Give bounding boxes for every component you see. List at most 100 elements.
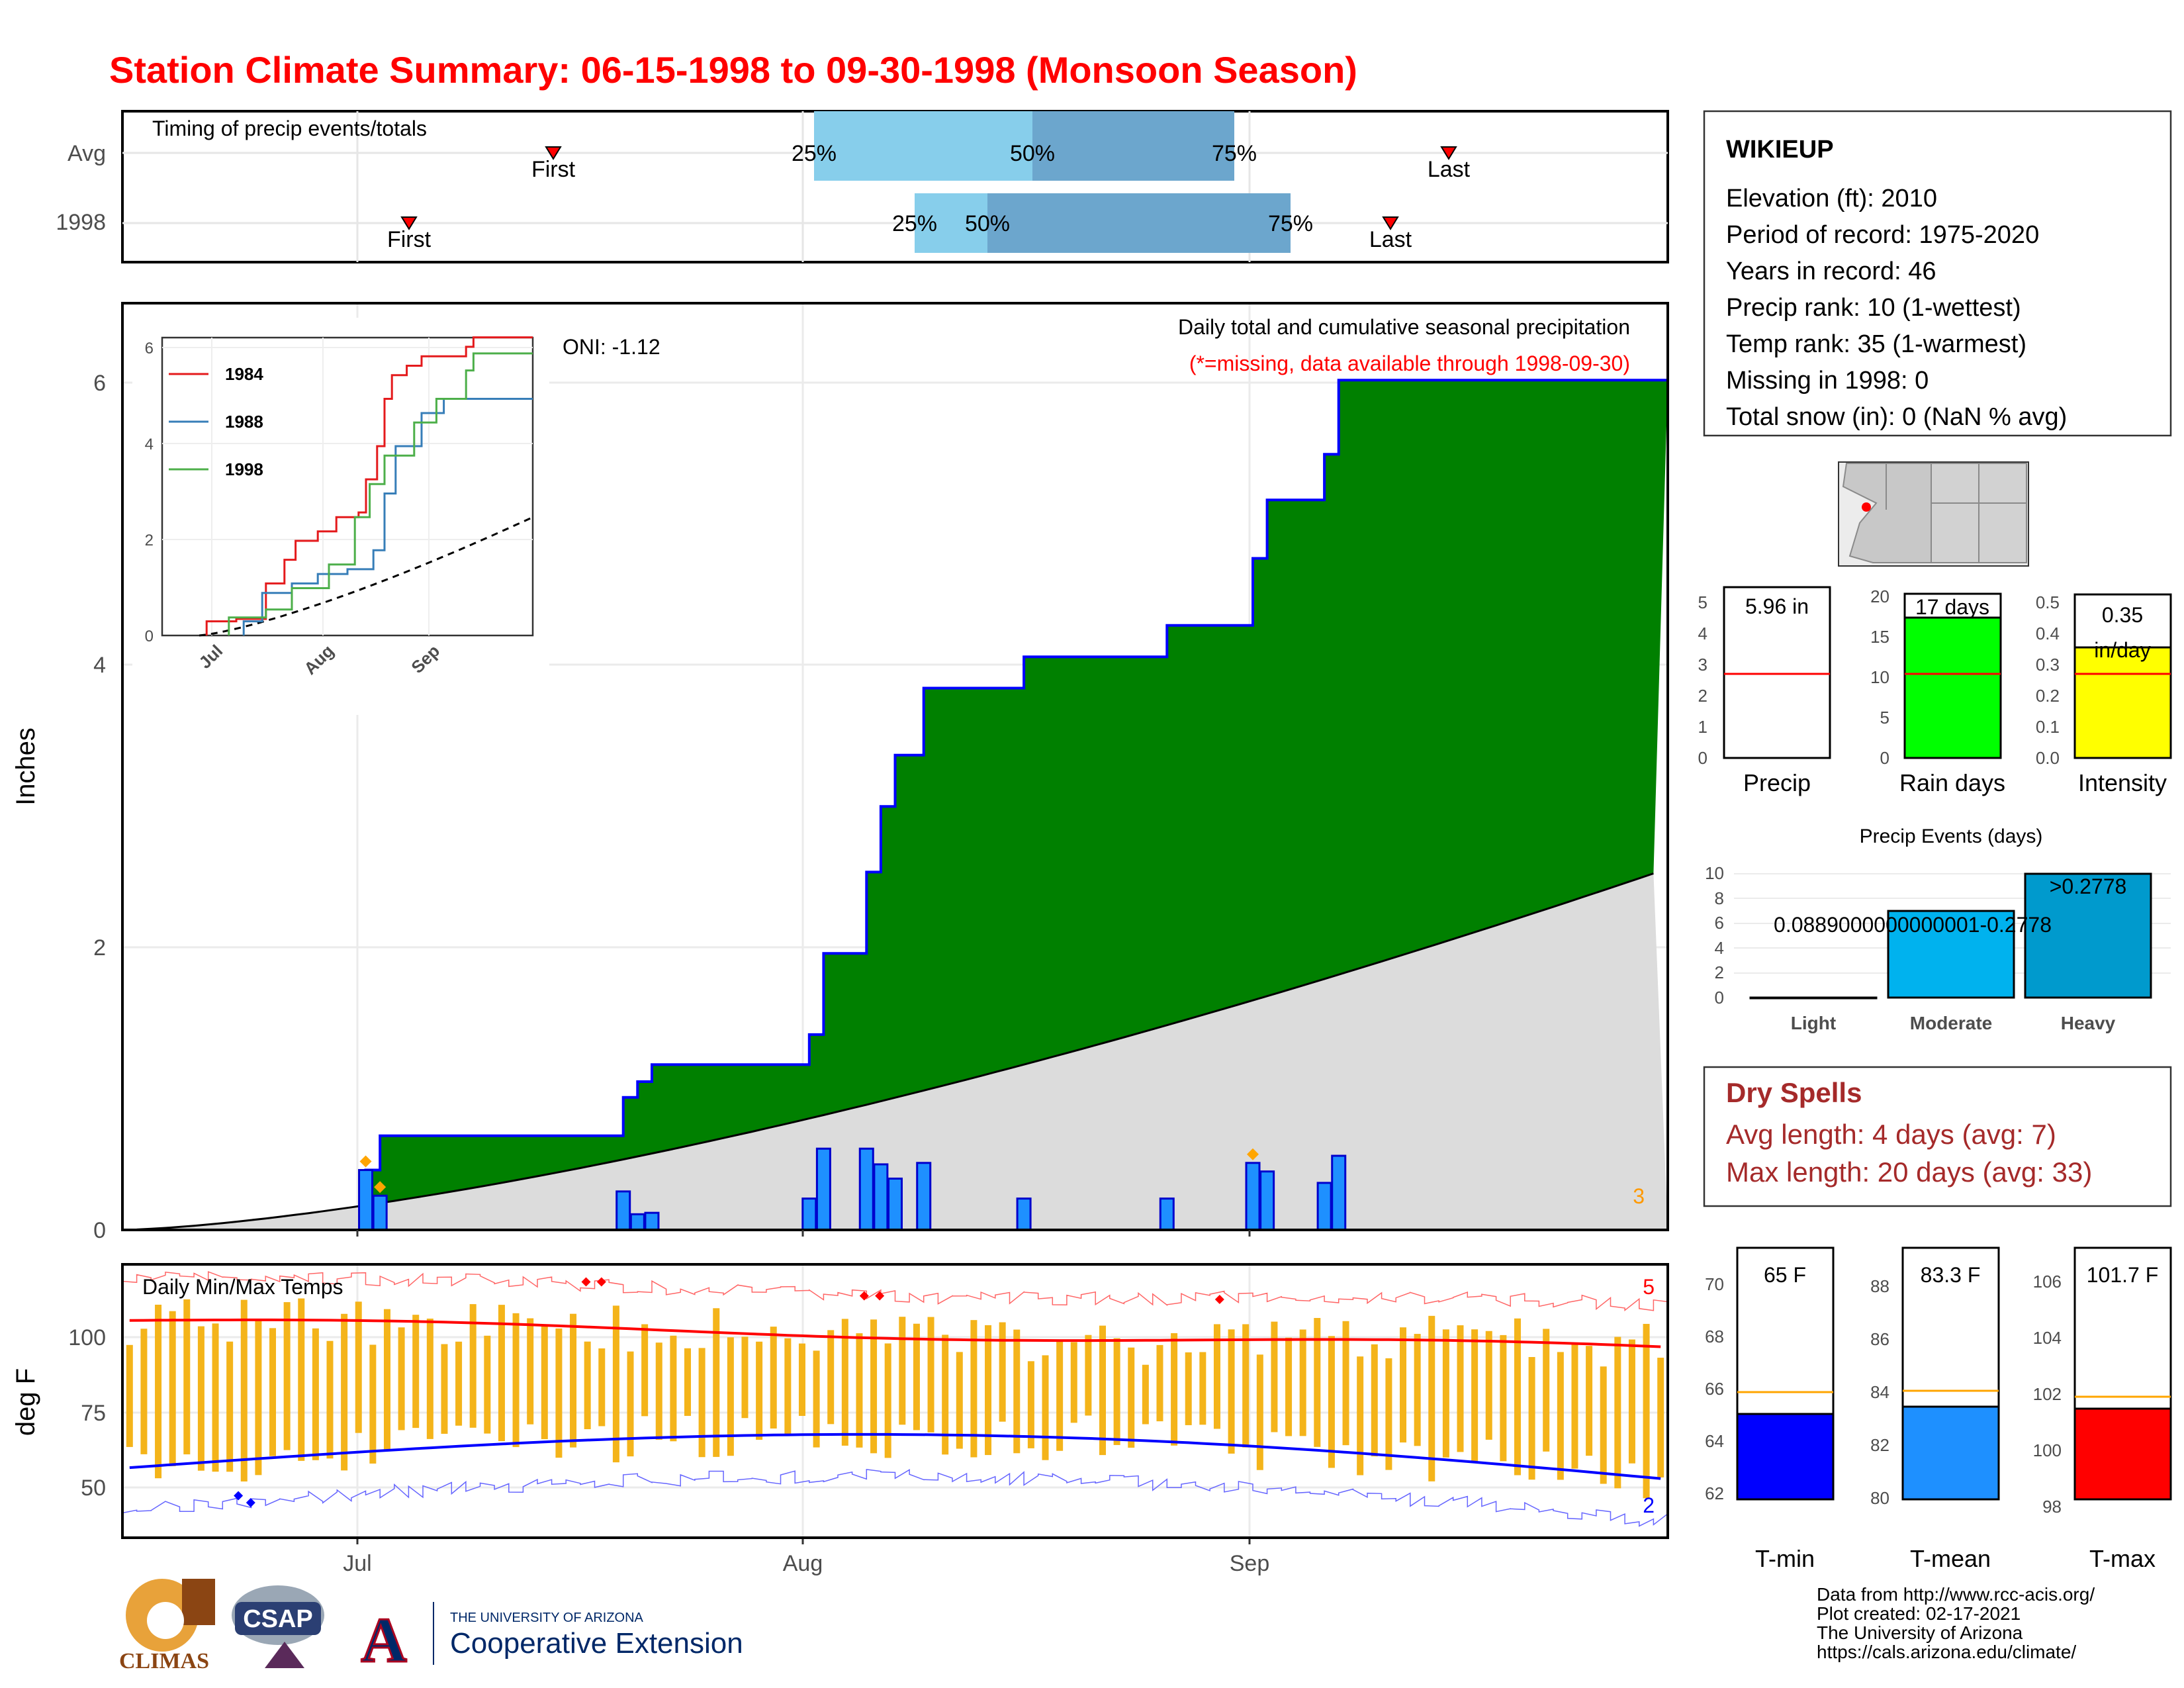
daily-temp-bar [570, 1313, 577, 1448]
tmin-ytick: 66 [1705, 1379, 1724, 1399]
daily-temp-bar [1070, 1342, 1077, 1423]
intensity-bar-label: Intensity [2078, 769, 2167, 796]
daily-temp-bar [1643, 1323, 1650, 1499]
station-line: Temp rank: 35 (1-warmest) [1726, 330, 2026, 358]
station-line: Elevation (ft): 2010 [1726, 185, 1937, 212]
record-marker [1247, 1148, 1259, 1160]
daily-temp-bar [1228, 1329, 1235, 1454]
average-cumulative-area [122, 873, 1668, 1230]
tmax-value: 101.7 F [2087, 1263, 2159, 1287]
climas-wordmark: CLIMAS [119, 1649, 209, 1673]
daily-temp-bar [269, 1328, 277, 1456]
events-ytick: 4 [1715, 938, 1724, 958]
daily-temp-bar [1414, 1334, 1421, 1446]
avg-quartile-high [1032, 111, 1234, 181]
events-moderate-label: 0.0889000000000001-0.2778 [1774, 913, 2052, 937]
events-ytick: 0 [1715, 988, 1724, 1008]
daily-temp-bar [412, 1315, 420, 1429]
precip-ytick: 3 [1698, 655, 1707, 675]
tmin-ytick: 68 [1705, 1327, 1724, 1346]
daily-temp-bar [1085, 1335, 1092, 1416]
daily-temp-bar [1213, 1324, 1220, 1429]
daily-temp-bar [698, 1348, 705, 1458]
credit-line: Data from http://www.rcc-acis.org/ [1817, 1584, 2095, 1605]
record-high-marker [875, 1291, 885, 1301]
daily-temp-bar [1628, 1339, 1635, 1464]
oni-value: ONI: -1.12 [563, 335, 660, 359]
daily-precip-bar [887, 1177, 903, 1231]
temp-ytick: 50 [81, 1476, 106, 1501]
daily-temp-bar [627, 1351, 634, 1457]
daily-precip-bar [1245, 1162, 1261, 1231]
daily-temp-bar [1442, 1329, 1449, 1458]
tmean-ytick: 88 [1870, 1276, 1889, 1296]
daily-temp-bar [155, 1304, 162, 1479]
tmean-ytick: 86 [1870, 1329, 1889, 1349]
daily-temp-bar [641, 1324, 649, 1417]
precip-ytick: 1 [1698, 717, 1707, 737]
record-high-marker [859, 1291, 869, 1301]
station-location-dot [1862, 502, 1871, 512]
daily-temp-bar [870, 1319, 878, 1454]
daily-temp-bar [1357, 1356, 1364, 1476]
intensity-value: 0.35 [2102, 603, 2143, 627]
daily-precip-bar [615, 1190, 631, 1231]
daily-precip-bar [801, 1197, 817, 1231]
intensity-ytick: 0.2 [2036, 686, 2060, 706]
dry-avg-length: Avg length: 4 days (avg: 7) [1726, 1119, 2056, 1150]
daily-temp-bar [1042, 1355, 1049, 1460]
daily-temp-bar [1586, 1346, 1593, 1456]
tmin-value: 65 F [1764, 1263, 1806, 1287]
daily-temp-bar [1113, 1338, 1120, 1445]
daily-temp-bar [684, 1348, 692, 1416]
daily-temp-bar [1185, 1352, 1192, 1425]
daily-temp-bar [1557, 1352, 1564, 1480]
record-high-marker [1214, 1294, 1224, 1304]
events-xtick: Heavy [2061, 1013, 2116, 1033]
precip-ytick: 6 [93, 371, 106, 396]
yr-last-label: Last [1369, 227, 1412, 252]
daily-temp-bar [1342, 1321, 1349, 1446]
record-low-marker [234, 1491, 244, 1501]
daily-temp-bar [1099, 1325, 1106, 1456]
daily-temp-bar [426, 1318, 433, 1439]
daily-temp-bar [970, 1320, 978, 1458]
daily-temp-bar [884, 1343, 891, 1458]
precip-y-label: Inches [11, 727, 40, 806]
avg-quartile-low [814, 111, 1032, 181]
daily-temp-bar [655, 1342, 662, 1440]
precip-ytick: 0 [1698, 748, 1707, 768]
ua-letter-mark: A [361, 1605, 406, 1675]
events-bar-moderate [1887, 910, 2015, 999]
temp-xtick: Aug [783, 1551, 823, 1576]
yr-p50: 50% [965, 211, 1010, 236]
precip-bar-label: Precip [1743, 769, 1811, 796]
daily-temp-bar [1128, 1347, 1135, 1448]
precip-ytick: 2 [1698, 686, 1707, 706]
inset-ytick: 4 [145, 436, 154, 453]
record-marker [374, 1181, 387, 1194]
tmin-ytick: 64 [1705, 1431, 1724, 1451]
timing-panel: Timing of precip events/totals Avg 1998 … [56, 110, 1669, 263]
daily-temp-bar [1657, 1358, 1664, 1477]
yr-first-label: First [387, 227, 432, 252]
daily-temp-bar [1142, 1364, 1149, 1425]
inset-ytick: 2 [145, 532, 154, 549]
daily-temp-bar [283, 1302, 291, 1450]
daily-temp-bar [355, 1301, 362, 1433]
temp-ytick: 75 [81, 1401, 106, 1426]
station-info-box: WIKIEUP Elevation (ft): 2010 Period of r… [1703, 110, 2172, 437]
intensity-ytick: 0.4 [2036, 624, 2060, 643]
daily-temp-bar [1600, 1366, 1607, 1484]
legend-1988: 1988 [225, 412, 263, 432]
daily-temp-bar [899, 1317, 906, 1425]
daily-temp-bar [813, 1350, 820, 1448]
station-line: Precip rank: 10 (1-wettest) [1726, 294, 2021, 322]
tmax-label: T-max [2089, 1545, 2156, 1572]
tmax-ytick: 104 [2033, 1328, 2062, 1348]
intensity-unit: in/day [2094, 638, 2150, 662]
daily-temp-bar [1528, 1357, 1535, 1480]
rain-days-bar: 17 days 0 5 10 15 20 Rain days [1870, 586, 2005, 796]
daily-temp-bar [1156, 1344, 1163, 1422]
precip-total-bar: 5.96 in 0 1 2 3 4 5 Precip [1698, 586, 1831, 796]
